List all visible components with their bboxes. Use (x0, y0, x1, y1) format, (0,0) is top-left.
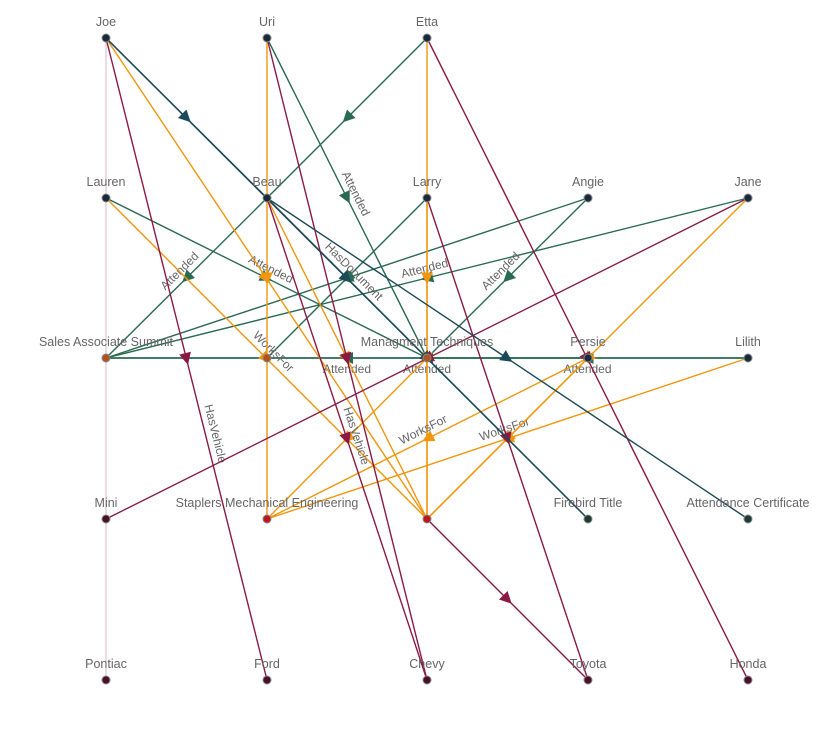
node-dot[interactable] (743, 353, 753, 363)
node-label: Firebird Title (554, 496, 623, 510)
node-label: Persie (570, 335, 605, 349)
node-dot[interactable] (101, 193, 111, 203)
node-mt[interactable]: Managment Techniques (361, 335, 494, 363)
node-beau[interactable]: Beau (252, 175, 282, 203)
edge-hasvehicle[interactable]: HasVehicle (105, 37, 268, 681)
node-sas[interactable]: Sales Associate Summit (39, 335, 174, 363)
node-honda[interactable]: Honda (730, 657, 767, 685)
node-label: Etta (416, 15, 438, 29)
node-label: Toyota (570, 657, 607, 671)
arrow-head-icon (499, 350, 513, 362)
node-dot[interactable] (262, 514, 272, 524)
edge-label: Attended (478, 249, 522, 293)
arrow-head-icon (179, 351, 191, 365)
node-dot[interactable] (422, 514, 432, 524)
arrow-head-icon (261, 272, 273, 285)
node-label: Uri (259, 15, 275, 29)
node-dot[interactable] (101, 675, 111, 685)
node-n2[interactable] (422, 514, 432, 524)
node-dot[interactable] (422, 193, 432, 203)
node-label: Beau (252, 175, 281, 189)
node-label: Honda (730, 657, 767, 671)
arrow-head-icon (339, 351, 352, 365)
node-dot[interactable] (743, 514, 753, 524)
node-dot[interactable] (262, 193, 272, 203)
node-label: Sales Associate Summit (39, 335, 174, 349)
arrow-head-icon (339, 431, 351, 445)
node-jane[interactable]: Jane (734, 175, 762, 203)
node-label: Larry (413, 175, 442, 189)
edge-attended[interactable]: Attended (266, 37, 428, 359)
node-label: Staplers Mechanical Engineering (176, 496, 359, 510)
node-label: Jane (734, 175, 761, 189)
node-ford[interactable]: Ford (254, 657, 280, 685)
node-label: Lauren (87, 175, 126, 189)
node-uri[interactable]: Uri (259, 15, 275, 43)
edge-label: Attended (563, 362, 611, 376)
edge-label: Attended (323, 362, 371, 376)
node-label: Angie (572, 175, 604, 189)
node-label: Pontiac (85, 657, 127, 671)
node-n1[interactable] (262, 353, 272, 363)
node-dot[interactable] (101, 514, 111, 524)
node-label: Attendance Certificate (687, 496, 810, 510)
node-staplers[interactable]: Staplers Mechanical Engineering (176, 496, 359, 524)
edge-hasdocument[interactable] (266, 197, 749, 520)
node-pontiac[interactable]: Pontiac (85, 657, 127, 685)
node-dot[interactable] (743, 193, 753, 203)
edge-hasvehicle[interactable] (426, 518, 589, 681)
node-dot[interactable] (262, 33, 272, 43)
node-dot[interactable] (262, 353, 272, 363)
node-lauren[interactable]: Lauren (87, 175, 126, 203)
node-chevy[interactable]: Chevy (409, 657, 445, 685)
node-dot[interactable] (422, 675, 432, 685)
node-toyota[interactable]: Toyota (570, 657, 607, 685)
node-dot[interactable] (422, 33, 432, 43)
node-label: Managment Techniques (361, 335, 494, 349)
arrow-head-icon (182, 269, 195, 283)
node-lilith[interactable]: Lilith (735, 335, 761, 363)
node-larry[interactable]: Larry (413, 175, 442, 203)
node-joe[interactable]: Joe (96, 15, 116, 43)
node-dot[interactable] (583, 353, 593, 363)
node-attcert[interactable]: Attendance Certificate (687, 496, 810, 524)
edge-label: WorksFor (397, 412, 450, 448)
node-etta[interactable]: Etta (416, 15, 438, 43)
node-label: Ford (254, 657, 280, 671)
node-dot[interactable] (743, 675, 753, 685)
arrow-head-icon (503, 269, 516, 283)
node-dot[interactable] (262, 675, 272, 685)
arrow-head-icon (422, 430, 436, 442)
node-dot[interactable] (583, 514, 593, 524)
node-persie[interactable]: Persie (570, 335, 606, 363)
node-label: Chevy (409, 657, 445, 671)
node-mini[interactable]: Mini (95, 496, 118, 524)
node-dot[interactable] (101, 353, 111, 363)
edge-hasvehicle[interactable] (266, 37, 428, 681)
node-label: Joe (96, 15, 116, 29)
nodes-layer: Joe Uri Etta Lauren Beau Larry Angie Jane Sales … (39, 15, 810, 685)
node-dot[interactable] (422, 353, 432, 363)
node-dot[interactable] (583, 675, 593, 685)
node-dot[interactable] (101, 33, 111, 43)
node-angie[interactable]: Angie (572, 175, 604, 203)
arrow-head-icon (338, 189, 350, 204)
node-dot[interactable] (583, 193, 593, 203)
node-label: Lilith (735, 335, 761, 349)
edge-attended[interactable]: Attended (426, 197, 589, 359)
node-firebird[interactable]: Firebird Title (554, 496, 623, 524)
node-label: Mini (95, 496, 118, 510)
